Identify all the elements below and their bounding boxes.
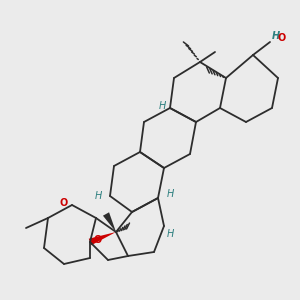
Text: H: H — [158, 101, 166, 111]
Polygon shape — [103, 212, 116, 232]
Text: H: H — [166, 189, 174, 199]
Text: O: O — [60, 198, 68, 208]
Text: H: H — [94, 191, 102, 201]
Text: H: H — [272, 31, 280, 41]
Text: O: O — [94, 235, 102, 245]
Polygon shape — [89, 232, 116, 245]
Text: H: H — [166, 229, 174, 239]
Text: O: O — [278, 33, 286, 43]
